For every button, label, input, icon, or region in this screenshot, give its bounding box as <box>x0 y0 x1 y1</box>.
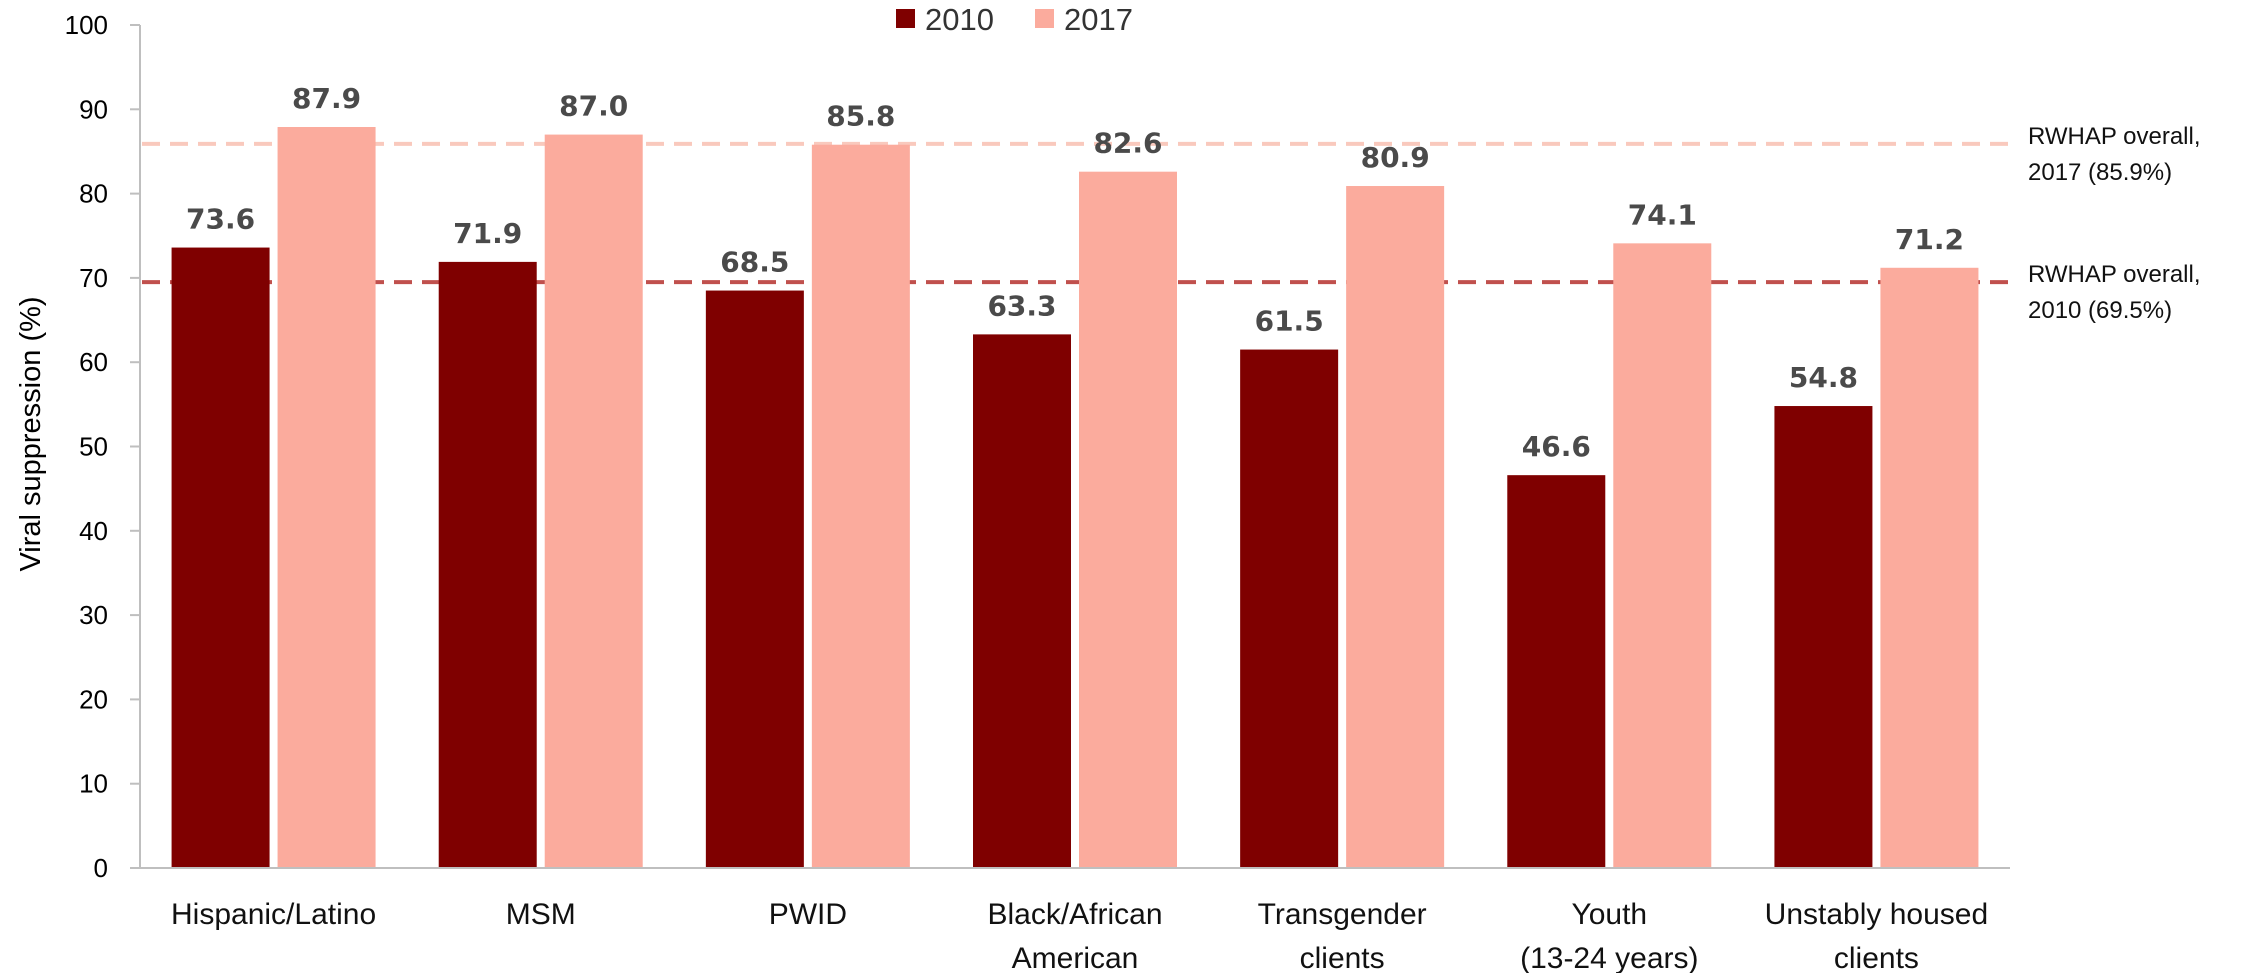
bar-2010-5 <box>1507 475 1606 868</box>
y-tick-label: 20 <box>79 684 108 714</box>
data-label-2010: 71.9 <box>453 217 522 250</box>
bar-2017-6 <box>1880 267 1979 868</box>
y-tick-label: 30 <box>79 600 108 630</box>
data-label-2017: 71.2 <box>1895 223 1964 256</box>
legend: 2010 2017 <box>896 2 1133 37</box>
y-tick-label: 100 <box>65 10 108 40</box>
y-axis-title: Viral suppression (%) <box>15 296 47 571</box>
bars: 73.6 87.9 71.9 87.0 68.5 85.8 63.3 82.6 61.5 80.9… <box>171 82 1979 869</box>
y-tick-label: 70 <box>79 263 108 293</box>
reference-line-label: RWHAP overall, <box>2028 261 2201 288</box>
x-category-label: clients <box>1300 942 1385 973</box>
bar-2017-2 <box>811 144 910 868</box>
bar-2010-2 <box>705 290 804 868</box>
y-tick-label: 90 <box>79 94 108 124</box>
legend-label: 2017 <box>1064 2 1133 37</box>
y-tick-label: 80 <box>79 179 108 209</box>
x-category-label: MSM <box>506 898 576 931</box>
data-label-2017: 80.9 <box>1361 141 1430 174</box>
bar-2017-0 <box>277 127 376 869</box>
data-label-2010: 73.6 <box>186 203 255 236</box>
bar-2010-3 <box>973 334 1071 869</box>
data-label-2017: 87.9 <box>292 82 361 115</box>
reference-lines: RWHAP overall, 2017 (85.9%) RWHAP overall,… <box>142 123 2201 324</box>
data-label-2010: 61.5 <box>1255 305 1324 338</box>
x-category-label: (13-24 years) <box>1520 942 1698 973</box>
legend-swatch-2017 <box>1035 9 1054 28</box>
bar-2017-4 <box>1346 186 1445 868</box>
data-label-2017: 74.1 <box>1628 198 1697 231</box>
x-category-label: American <box>1012 942 1139 973</box>
y-tick-label: 50 <box>79 432 108 462</box>
x-axis: Hispanic/Latino MSM PWID Black/African Ameri… <box>140 867 2010 973</box>
data-label-2010: 63.3 <box>987 289 1056 322</box>
x-category-label: PWID <box>769 898 847 931</box>
legend-label: 2010 <box>925 2 994 37</box>
x-category-label: Unstably housed <box>1765 898 1988 931</box>
data-label-2010: 54.8 <box>1789 361 1858 394</box>
x-category-label: clients <box>1834 942 1919 973</box>
bar-2010-4 <box>1240 349 1339 868</box>
y-tick-label: 60 <box>79 347 108 377</box>
data-label-2010: 68.5 <box>720 246 789 279</box>
y-tick-label: 40 <box>79 516 108 546</box>
data-label-2017: 85.8 <box>826 100 895 133</box>
y-tick-label: 10 <box>79 769 108 799</box>
reference-line-label: 2017 (85.9%) <box>2028 159 2172 186</box>
x-category-label: Youth <box>1571 898 1647 931</box>
bar-2010-6 <box>1774 406 1873 868</box>
bar-2017-3 <box>1079 171 1177 868</box>
bar-2010-0 <box>171 247 270 868</box>
data-label-2010: 46.6 <box>1522 430 1591 463</box>
y-tick-label: 0 <box>94 853 108 883</box>
bar-2017-1 <box>544 134 643 869</box>
legend-swatch-2010 <box>896 9 915 28</box>
data-label-2017: 87.0 <box>559 90 628 123</box>
reference-line-label: RWHAP overall, <box>2028 123 2201 150</box>
reference-line-label: 2010 (69.5%) <box>2028 297 2172 324</box>
bar-2010-1 <box>438 261 537 868</box>
x-category-label: Black/African <box>987 898 1162 931</box>
x-category-label: Transgender <box>1258 898 1427 931</box>
y-axis: 0 10 20 30 40 50 60 70 80 90 100 <box>65 10 141 883</box>
x-category-label: Hispanic/Latino <box>171 898 376 931</box>
bar-2017-5 <box>1613 243 1712 868</box>
data-label-2017: 82.6 <box>1093 127 1162 160</box>
